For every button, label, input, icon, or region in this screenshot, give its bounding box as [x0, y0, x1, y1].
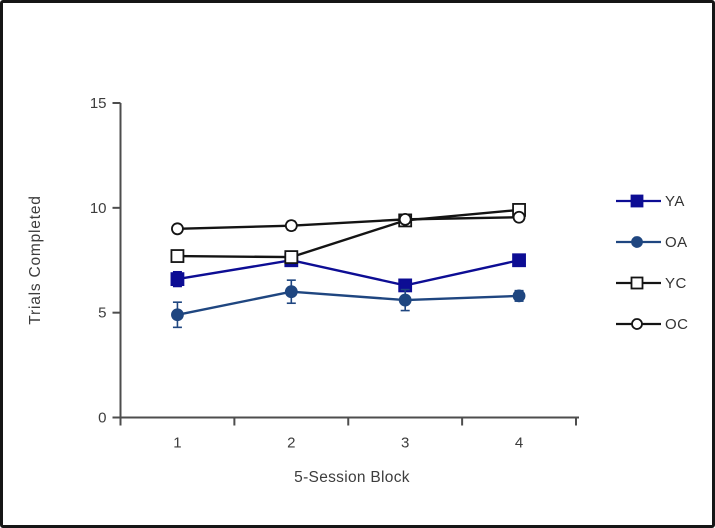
legend-oa-marker-icon	[616, 236, 661, 248]
oa-series-line	[177, 290, 520, 316]
oc-marker-open-circle-icon	[398, 212, 412, 226]
x-tick-label: 4	[515, 435, 523, 452]
ya-marker-filled-square-icon	[630, 194, 644, 208]
ya-marker-filled-square-icon	[512, 253, 526, 268]
legend-label-ya: YA	[665, 192, 685, 210]
axes-lines	[119, 103, 579, 419]
oa-marker-filled-circle-icon	[171, 308, 184, 322]
oa-marker-filled-circle-icon	[284, 285, 298, 299]
legend-item-yc: YC	[615, 273, 689, 293]
oc-marker-open-circle-icon	[631, 318, 643, 330]
legend-label-yc: YC	[665, 274, 687, 292]
oc-marker-open-circle-icon	[171, 222, 184, 236]
legend-label-oc: OC	[665, 315, 689, 333]
legend-label-oa: OA	[665, 233, 688, 251]
ya-series-line	[177, 259, 520, 287]
y-tick-label: 10	[90, 200, 107, 217]
x-axis-title: 5-Session Block	[294, 469, 410, 486]
oa-marker-filled-circle-icon	[631, 236, 643, 248]
x-tick-label: 3	[401, 435, 409, 452]
legend-item-ya: YA	[615, 191, 689, 211]
yc-marker-open-square-icon	[284, 250, 299, 265]
x-tick-label: 2	[287, 435, 295, 452]
ya-marker-filled-square-icon	[170, 272, 185, 287]
oc-series-line	[177, 216, 520, 230]
legend-item-oc: OC	[615, 314, 689, 334]
y-tick-label: 0	[98, 410, 106, 427]
oc-marker-open-circle-icon	[284, 219, 298, 233]
y-tick-label: 15	[90, 95, 107, 112]
line-chart: 0 5 10 15 1 2 3 4	[90, 95, 579, 452]
legend-item-oa: OA	[615, 232, 689, 252]
y-axis-title: Trials Completed	[27, 195, 44, 325]
legend-ya-marker-icon	[616, 194, 661, 208]
x-tick-label: 1	[173, 435, 181, 452]
oc-marker-open-circle-icon	[512, 210, 526, 224]
yc-series-line	[177, 208, 520, 259]
y-tick-label: 5	[98, 305, 106, 322]
yc-marker-open-square-icon	[630, 276, 644, 290]
oa-marker-filled-circle-icon	[398, 293, 412, 307]
legend-oc-marker-icon	[616, 318, 661, 330]
legend: YA OA YC OC	[615, 191, 689, 355]
legend-yc-marker-icon	[616, 276, 661, 290]
yc-marker-open-square-icon	[170, 249, 185, 263]
oa-marker-filled-circle-icon	[512, 289, 526, 303]
